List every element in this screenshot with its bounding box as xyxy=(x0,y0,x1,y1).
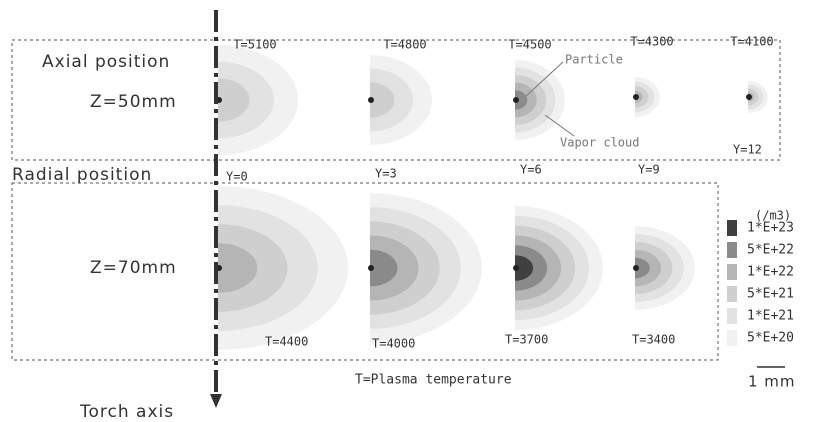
scale-label: 1 mm xyxy=(748,373,796,391)
radial-position: Y=3 xyxy=(375,167,397,181)
temperature: T=3400 xyxy=(632,333,675,347)
clouds xyxy=(216,45,768,350)
particle xyxy=(513,97,519,103)
legend-label: 1*E+23 xyxy=(747,221,794,236)
legend-label: 1*E+22 xyxy=(747,265,794,280)
radial-position: Y=6 xyxy=(520,163,542,177)
legend-label: 5*E+20 xyxy=(747,331,794,346)
temperature: T=4500 xyxy=(508,38,551,52)
legend-swatch xyxy=(727,308,737,324)
legend-label: 1*E+21 xyxy=(747,309,794,324)
legend-swatch xyxy=(727,286,737,302)
particle-label: Particle xyxy=(565,53,623,67)
temperature: T=4100 xyxy=(730,35,773,49)
figure: Axial position Z=50mm Radial position Z=… xyxy=(0,0,818,422)
legend-swatch xyxy=(727,220,737,236)
z-label: Z=70mm xyxy=(90,258,177,278)
temperature: T=5100 xyxy=(233,38,276,52)
particle xyxy=(746,94,752,100)
axial-label: Axial position xyxy=(42,52,170,72)
z-label: Z=50mm xyxy=(90,92,177,112)
temperature: T=4000 xyxy=(372,337,415,351)
legend-swatch xyxy=(727,264,737,280)
arrow-head xyxy=(210,394,222,408)
particle xyxy=(633,94,639,100)
legend-label: 5*E+21 xyxy=(747,287,794,302)
particle xyxy=(368,265,374,271)
temperature: T=4400 xyxy=(265,335,308,349)
radial-position: Y=9 xyxy=(638,163,660,177)
radial-label: Radial position xyxy=(12,165,152,185)
temperature: T=4300 xyxy=(630,35,673,49)
particle xyxy=(513,265,519,271)
particle xyxy=(368,97,374,103)
torch-axis-label: Torch axis xyxy=(79,402,174,422)
legend-swatch xyxy=(727,330,737,346)
particle xyxy=(633,265,639,271)
legend: 1*E+23 5*E+22 1*E+22 5*E+21 1*E+21 5*E+20 xyxy=(727,220,794,346)
radial-position: Y=12 xyxy=(733,143,762,157)
temperature: T=4800 xyxy=(383,38,426,52)
vapor-cloud-label: Vapor cloud xyxy=(560,136,639,150)
legend-label: 5*E+22 xyxy=(747,243,794,258)
radial-position: Y=0 xyxy=(226,170,248,184)
temperature: T=3700 xyxy=(505,333,548,347)
legend-swatch xyxy=(727,242,737,258)
caption: T=Plasma temperature xyxy=(355,373,512,388)
